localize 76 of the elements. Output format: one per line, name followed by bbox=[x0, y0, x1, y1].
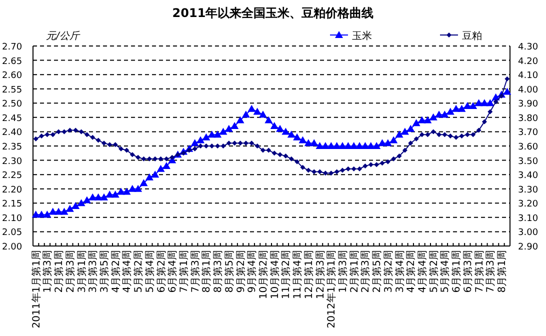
x-tick-label: 8月第5周 bbox=[223, 250, 236, 293]
x-tick-label: 2月第1周 bbox=[348, 250, 360, 293]
y-tick-label: 2.40 bbox=[2, 128, 22, 138]
x-tick-label: 6月第3周 bbox=[462, 250, 474, 293]
x-tick-label: 8月第1周 bbox=[200, 250, 213, 293]
x-tick-label: 8月第3周 bbox=[212, 250, 224, 293]
y2-tick-label: 4.30 bbox=[518, 42, 538, 52]
legend-label: 豆粕 bbox=[462, 31, 482, 42]
y-tick-label: 2.50 bbox=[2, 100, 22, 110]
x-tick-label: 12月第1周 bbox=[302, 250, 315, 300]
chart-title: 2011年以来全国玉米、豆粕价格曲线 bbox=[172, 6, 374, 20]
x-tick-label: 1月第3周 bbox=[336, 250, 349, 293]
y2-tick-label: 3.90 bbox=[518, 100, 538, 110]
x-tick-label: 10月第4周 bbox=[268, 250, 281, 300]
legend-label: 玉米 bbox=[352, 30, 372, 42]
y2-tick-label: 4.00 bbox=[518, 85, 538, 96]
y2-tick-label: 2.90 bbox=[518, 242, 538, 252]
y2-tick-label: 3.50 bbox=[518, 156, 538, 167]
x-tick-label: 4月第4周 bbox=[121, 250, 134, 293]
y-tick-label: 2.00 bbox=[2, 242, 22, 252]
y-tick-label: 2.30 bbox=[2, 156, 22, 167]
x-tick-label: 2月第5周 bbox=[371, 250, 384, 293]
y-tick-label: 2.15 bbox=[2, 200, 22, 210]
y-tick-label: 2.10 bbox=[2, 214, 22, 224]
x-tick-label: 6月第4周 bbox=[166, 250, 179, 293]
x-tick-label: 11月第4周 bbox=[292, 250, 304, 300]
x-tick-label: 2月第3周 bbox=[360, 250, 372, 293]
x-tick-label: 9月第2周 bbox=[234, 250, 247, 293]
y-tick-label: 2.25 bbox=[2, 171, 22, 182]
x-tick-label: 11月第2周 bbox=[280, 250, 292, 300]
y2-tick-label: 3.00 bbox=[518, 228, 538, 238]
y-tick-label: 2.70 bbox=[2, 42, 22, 52]
x-tick-label: 7月第3周 bbox=[484, 250, 497, 293]
x-tick-label: 12月第3周 bbox=[314, 250, 326, 300]
x-tick-label: 3月第3周 bbox=[87, 250, 100, 293]
x-tick-label: 3月第5周 bbox=[98, 250, 110, 293]
x-tick-label: 2012年1月第1周 bbox=[326, 250, 338, 328]
y2-tick-label: 3.70 bbox=[518, 128, 538, 138]
y2-tick-label: 4.20 bbox=[518, 56, 538, 67]
x-tick-label: 3月第1周 bbox=[76, 250, 88, 293]
x-tick-label: 7月第1周 bbox=[473, 250, 486, 293]
x-tick-label: 5月第2周 bbox=[132, 250, 145, 293]
y2-tick-label: 3.30 bbox=[518, 185, 538, 196]
x-tick-label: 3月第2周 bbox=[382, 250, 394, 293]
x-tick-label: 4月第2周 bbox=[110, 250, 122, 293]
y2-tick-label: 3.20 bbox=[518, 200, 538, 210]
x-tick-label: 4月第4周 bbox=[416, 250, 428, 293]
x-tick-label: 6月第2周 bbox=[155, 250, 168, 293]
y-tick-label: 2.60 bbox=[2, 71, 22, 82]
y2-tick-label: 4.10 bbox=[518, 71, 538, 82]
x-tick-label: 10月第2周 bbox=[257, 250, 270, 300]
x-tick-label: 6月第1周 bbox=[450, 250, 463, 293]
x-tick-label: 7月第3周 bbox=[189, 250, 202, 293]
y-tick-label: 2.20 bbox=[2, 185, 22, 196]
x-tick-label: 1月第3周 bbox=[42, 250, 54, 293]
x-tick-label: 5月第4周 bbox=[439, 250, 452, 293]
x-tick-label: 8月第1周 bbox=[496, 250, 508, 293]
x-tick-label: 2月第3周 bbox=[64, 250, 76, 293]
y2-tick-label: 3.40 bbox=[518, 171, 538, 182]
x-tick-label: 7月第1周 bbox=[178, 250, 190, 293]
y2-tick-label: 3.60 bbox=[518, 142, 538, 152]
x-tick-label: 2月第1周 bbox=[53, 250, 66, 293]
y-tick-label: 2.05 bbox=[2, 228, 22, 238]
y2-tick-label: 3.10 bbox=[518, 214, 538, 224]
x-tick-label: 3月第4周 bbox=[394, 250, 406, 293]
x-tick-label: 4月第2周 bbox=[405, 250, 418, 293]
y-tick-label: 2.35 bbox=[2, 142, 22, 152]
x-tick-label: 9月第4周 bbox=[246, 250, 258, 293]
x-tick-label: 5月第2周 bbox=[428, 250, 440, 293]
x-tick-label: 2011年1月第1周 bbox=[30, 250, 42, 328]
x-tick-label: 5月第4周 bbox=[144, 250, 156, 293]
y-axis-title: 元/公斤 bbox=[46, 30, 80, 42]
y-tick-label: 2.55 bbox=[2, 85, 22, 96]
y-tick-label: 2.65 bbox=[2, 56, 22, 67]
y-tick-label: 2.45 bbox=[2, 114, 22, 124]
y2-tick-label: 3.80 bbox=[518, 114, 538, 124]
